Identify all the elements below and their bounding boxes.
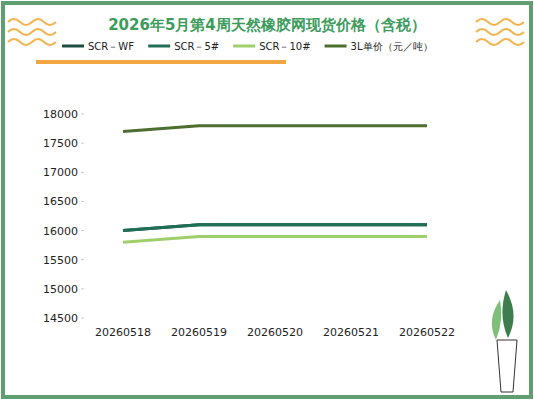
decoration — [502, 290, 513, 338]
plot — [123, 126, 427, 243]
y-tick — [81, 201, 84, 202]
decoration — [8, 29, 56, 35]
y-tick-label: 15500 — [43, 254, 78, 267]
y-tick-label: 14500 — [43, 312, 78, 325]
y-tick — [81, 114, 84, 115]
decoration — [8, 39, 56, 45]
series-line — [123, 236, 427, 242]
y-tick-label: 15000 — [43, 283, 78, 296]
series-line — [123, 225, 427, 231]
legend-label: SCR－10# — [259, 41, 310, 52]
decoration — [497, 340, 517, 392]
y-tick-label: 16000 — [43, 225, 78, 238]
series-line — [123, 225, 427, 231]
y-tick — [81, 259, 84, 260]
legend-swatch — [233, 45, 255, 48]
legend-item: SCR－10# — [233, 41, 310, 52]
y-tick — [81, 172, 84, 173]
x-tick-label: 20260522 — [399, 326, 455, 339]
title-underline — [36, 60, 286, 64]
decoration — [8, 19, 56, 25]
decoration — [476, 19, 524, 25]
x-tick-label: 20260521 — [323, 326, 379, 339]
legend-label: SCR－WF — [88, 41, 134, 52]
y-tick — [81, 288, 84, 289]
legend-swatch — [325, 45, 347, 48]
x-tick-label: 20260520 — [247, 326, 303, 339]
legend-item: 3L单价（元／吨） — [325, 41, 433, 52]
y-tick — [81, 318, 84, 319]
legend-label: 3L单价（元／吨） — [351, 41, 433, 52]
legend-item: SCR－5# — [148, 41, 219, 52]
legend-item: SCR－WF — [62, 41, 134, 52]
y-tick-label: 17000 — [43, 166, 78, 179]
series-line — [123, 126, 427, 132]
decoration — [476, 29, 524, 35]
decoration — [492, 300, 502, 340]
frame — [3, 3, 531, 397]
y-tick — [81, 143, 84, 144]
x-tick-label: 20260519 — [171, 326, 227, 339]
legend-swatch — [148, 45, 170, 48]
decoration — [476, 39, 524, 45]
y-tick — [81, 230, 84, 231]
y-tick-label: 16500 — [43, 195, 78, 208]
legend-swatch — [62, 45, 84, 48]
y-tick-label: 18000 — [43, 108, 78, 121]
y-tick-label: 17500 — [43, 137, 78, 150]
legend-label: SCR－5# — [174, 41, 219, 52]
title: 2026年5月第4周天然橡胶网现货价格（含税） — [108, 16, 426, 34]
x-tick-label: 20260518 — [95, 326, 151, 339]
